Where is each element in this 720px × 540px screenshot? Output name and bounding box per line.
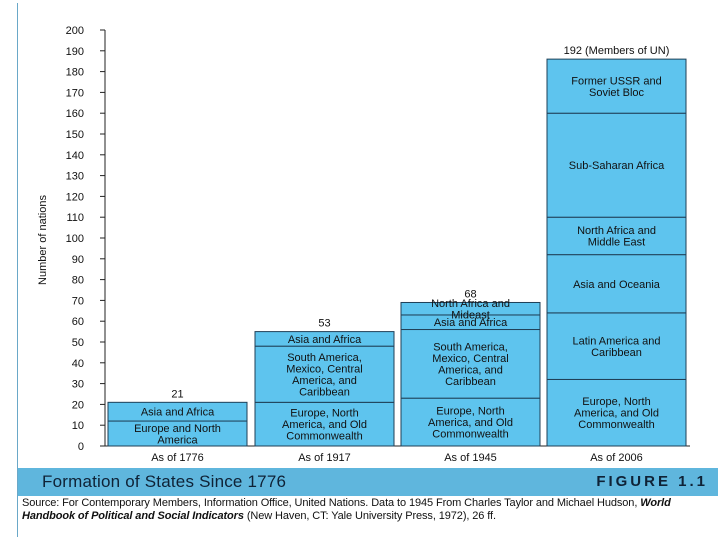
segment-label: North Africa and Middle East — [577, 225, 656, 249]
segment-label: Sub-Saharan Africa — [569, 160, 665, 172]
segment-label: Asia and Africa — [288, 334, 362, 346]
bar-total-label: 68 — [464, 288, 476, 300]
segment-label: North Africa and Mideast — [431, 298, 510, 322]
segment-label: Asia and Africa — [434, 317, 508, 329]
segment-label: Asia and Africa — [141, 407, 215, 419]
x-axis-labels: As of 1776 As of 1917 As of 1945 As of 2006 — [151, 452, 643, 464]
segment-label: Europe and North America — [134, 423, 221, 447]
bar-segment — [107, 401, 248, 422]
segment-label: Europe, North America, and Old Commonwealt… — [428, 406, 513, 441]
y-tick-label: 70 — [72, 295, 84, 307]
segment-label: Latin America and Caribbean — [572, 335, 660, 359]
chart-title: Formation of States Since 1776 — [42, 472, 287, 491]
segment-label: Europe, North America, and Old Commonwealt… — [574, 396, 659, 431]
bar-segment — [546, 378, 687, 447]
figure-frame — [17, 3, 718, 537]
figure-label: FIGURE 1.1 — [596, 473, 708, 490]
y-tick-label: 190 — [66, 46, 84, 58]
x-tick-label: As of 1917 — [298, 452, 351, 464]
bar-total-label: 192 (Members of UN) — [564, 45, 670, 57]
x-tick-label: As of 1945 — [444, 452, 497, 464]
bar-segment — [254, 331, 395, 347]
y-tick-label: 170 — [66, 87, 84, 99]
bar-segment — [546, 312, 687, 380]
segment-label: South America, Mexico, Central America, an… — [286, 352, 362, 399]
y-tick-label: 160 — [66, 108, 84, 120]
segment-label: South America, Mexico, Central America, an… — [432, 342, 508, 389]
y-tick-label: 140 — [66, 150, 84, 162]
x-tick-label: As of 2006 — [590, 452, 643, 464]
segment-label: Europe, North America, and Old Commonwealt… — [282, 408, 367, 443]
bar-segment — [400, 329, 541, 399]
y-tick-label: 90 — [72, 254, 84, 266]
bar-segment — [254, 345, 395, 403]
source-note: Source: For Contemporary Members, Inform… — [22, 497, 717, 523]
bar-segment — [546, 58, 687, 114]
y-tick-label: 60 — [72, 316, 84, 328]
bar-segment — [400, 301, 541, 316]
source-prefix: Source: For Contemporary Members, Inform… — [22, 497, 638, 509]
title-banner: Formation of States Since 1776 FIGURE 1.… — [18, 468, 718, 496]
y-tick-label: 150 — [66, 129, 84, 141]
y-tick-label: 40 — [72, 358, 84, 370]
y-tick-label: 80 — [72, 275, 84, 287]
bar-total-label: 53 — [318, 318, 330, 330]
y-tick-label: 20 — [72, 399, 84, 411]
bar-totals: 21 53 68 192 (Members of UN) — [171, 45, 669, 400]
stacked-bar-chart: Number of nations 0 10 20 30 40 50 60 70 80 90 100… — [37, 25, 690, 464]
bar-total-label: 21 — [171, 388, 183, 400]
x-tick-label: As of 1776 — [151, 452, 204, 464]
y-tick-label: 200 — [66, 25, 84, 37]
y-axis-label: Number of nations — [37, 195, 49, 285]
y-tick-label: 10 — [72, 420, 84, 432]
segment-label: Asia and Oceania — [573, 279, 661, 291]
y-tick-label: 180 — [66, 67, 84, 79]
source-suffix: (New Haven, CT: Yale University Press, 1… — [246, 510, 496, 522]
y-tick-label: 0 — [78, 441, 84, 453]
y-tick-label: 50 — [72, 337, 84, 349]
bar-segment — [546, 216, 687, 256]
bars: Europe and North America Asia and Africa Eu… — [107, 58, 687, 447]
segment-label: Former USSR and Soviet Bloc — [571, 75, 661, 99]
y-tick-label: 110 — [66, 212, 84, 224]
y-tick-label: 100 — [66, 233, 84, 245]
y-tick-label: 130 — [66, 171, 84, 183]
y-tick-label: 120 — [66, 191, 84, 203]
y-tick-label: 30 — [72, 379, 84, 391]
bar-segment — [107, 420, 248, 447]
bar-segment — [546, 254, 687, 314]
source-book-title: World Handbook of Political and Social I… — [22, 497, 671, 522]
y-axis-ticks: 0 10 20 30 40 50 60 70 80 90 100 110 120 130 140 150 160… — [66, 25, 105, 453]
